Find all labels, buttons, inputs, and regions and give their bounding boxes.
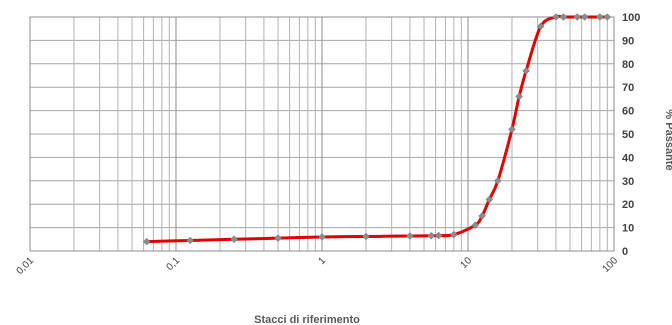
y-tick-label: 90 (622, 35, 634, 47)
data-point (580, 13, 589, 21)
y-tick-label: 60 (622, 106, 634, 118)
x-tick-label: 1 (316, 255, 328, 267)
data-point (493, 176, 502, 185)
data-point (508, 125, 516, 134)
data-point (522, 66, 530, 75)
data-point (478, 212, 487, 220)
data-point (186, 236, 195, 245)
y-tick-labels: 0 10 20 30 40 50 60 70 80 90 100 (622, 12, 640, 258)
y-tick-label: 50 (622, 129, 634, 141)
data-point (559, 13, 568, 21)
plot-area (145, 14, 609, 244)
series-line (145, 14, 609, 244)
data-point (595, 13, 604, 21)
x-tick-label: 10 (458, 255, 474, 271)
plot-border (29, 16, 615, 252)
data-point (485, 195, 494, 204)
data-point (449, 230, 458, 239)
data-point (515, 92, 523, 101)
x-axis-title: Stacci di riferimento (254, 314, 360, 325)
data-point (362, 232, 370, 241)
x-tick-label: 0,1 (165, 255, 183, 273)
y-tick-label: 40 (622, 152, 634, 164)
y-axis-title: % Passante (663, 109, 672, 170)
y-tick-label: 20 (622, 199, 634, 211)
data-point (552, 13, 560, 21)
y-tick-label: 30 (622, 176, 634, 188)
data-point (471, 221, 480, 230)
x-tick-label: 0,01 (15, 255, 37, 277)
grid (29, 16, 615, 252)
data-point (274, 234, 282, 242)
data-point (603, 13, 612, 21)
y-tick-label: 100 (622, 12, 640, 24)
data-point (434, 231, 443, 240)
data-point (573, 13, 582, 21)
y-tick-label: 80 (622, 59, 634, 71)
x-tick-labels: 0,01 0,1 1 10 100 (15, 255, 621, 277)
y-tick-label: 0 (622, 246, 628, 258)
y-tick-label: 70 (622, 82, 634, 94)
data-points (142, 13, 612, 246)
data-point (406, 232, 414, 240)
data-point (427, 231, 436, 240)
x-tick-label: 100 (601, 255, 621, 275)
data-point (142, 237, 151, 246)
data-point (318, 233, 326, 241)
data-point (230, 235, 238, 244)
y-tick-label: 10 (622, 223, 634, 235)
data-point (536, 22, 545, 31)
